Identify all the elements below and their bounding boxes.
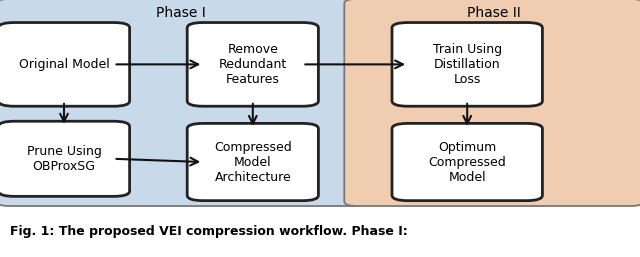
FancyBboxPatch shape [0,0,364,206]
FancyBboxPatch shape [187,123,319,201]
Text: Phase II: Phase II [467,6,521,20]
FancyBboxPatch shape [0,23,130,106]
FancyBboxPatch shape [344,0,640,206]
Text: Compressed
Model
Architecture: Compressed Model Architecture [214,141,292,183]
FancyBboxPatch shape [392,23,543,106]
FancyBboxPatch shape [0,121,130,196]
Text: Remove
Redundant
Features: Remove Redundant Features [219,43,287,86]
Text: Train Using
Distillation
Loss: Train Using Distillation Loss [433,43,502,86]
FancyBboxPatch shape [187,23,319,106]
FancyBboxPatch shape [392,123,543,201]
Text: Prune Using
OBProxSG: Prune Using OBProxSG [27,145,101,173]
Text: Fig. 1: The proposed VEI compression workflow. Phase I:: Fig. 1: The proposed VEI compression wor… [10,225,407,238]
Text: Optimum
Compressed
Model: Optimum Compressed Model [428,141,506,183]
Text: Original Model: Original Model [19,58,109,71]
Text: Phase I: Phase I [156,6,205,20]
